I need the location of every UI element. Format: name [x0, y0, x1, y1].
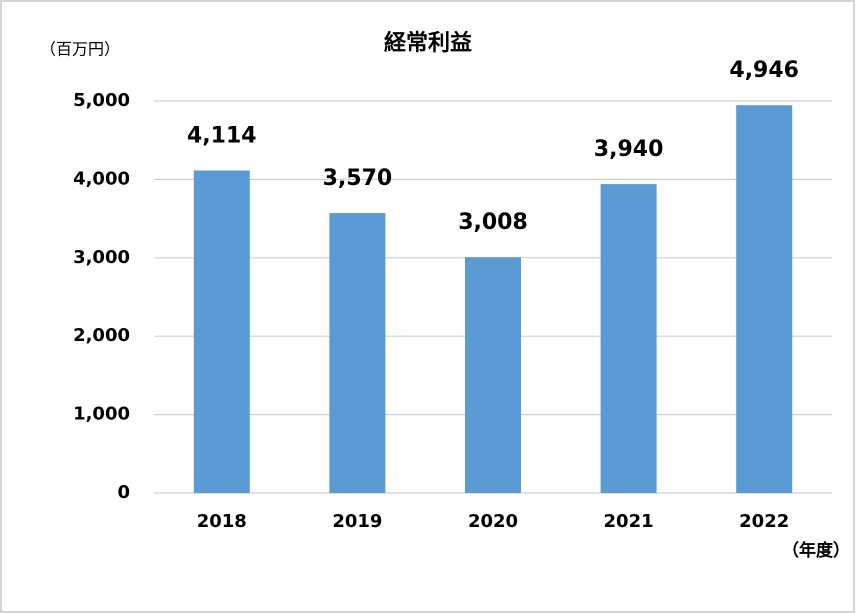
bar: [329, 213, 386, 493]
x-tick-label: 2018: [197, 511, 247, 532]
data-label: 4,114: [187, 123, 257, 148]
y-tick-label: 5,000: [73, 90, 130, 111]
bar: [465, 257, 521, 493]
bar: [600, 184, 657, 493]
y-tick-label: 1,000: [73, 404, 130, 425]
bar: [736, 105, 793, 494]
chart-title: 経常利益: [384, 30, 472, 56]
x-tick-label: 2020: [468, 511, 518, 532]
x-tick-label: 2019: [332, 511, 382, 532]
y-axis-label: （百万円）: [40, 40, 120, 59]
y-tick-label: 4,000: [73, 168, 130, 189]
data-label: 3,940: [594, 137, 664, 162]
x-tick-label: 2022: [739, 511, 789, 532]
y-tick-label: 0: [117, 482, 130, 503]
bar: [193, 170, 250, 493]
y-tick-label: 3,000: [73, 247, 130, 268]
data-label: 3,008: [458, 210, 528, 235]
data-label: 4,946: [729, 58, 799, 83]
data-label: 3,570: [323, 166, 393, 191]
x-axis-label: （年度）: [782, 540, 850, 561]
x-tick-label: 2021: [604, 511, 654, 532]
y-tick-label: 2,000: [73, 325, 130, 346]
